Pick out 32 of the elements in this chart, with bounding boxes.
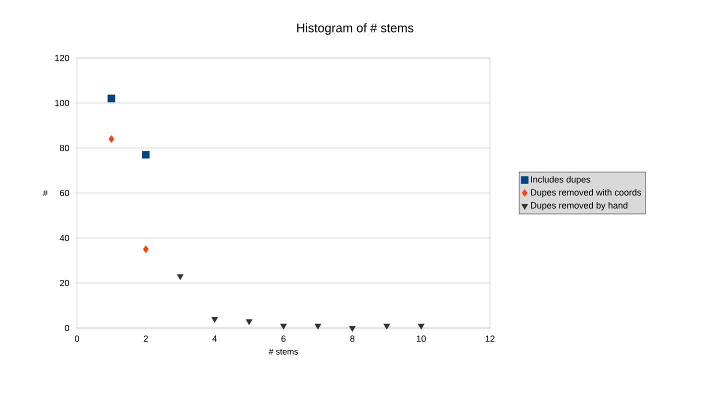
- point: [176, 274, 184, 280]
- point: [142, 245, 149, 254]
- legend-label: Dupes removed with coords: [531, 189, 642, 198]
- x-tick-label: 12: [486, 336, 495, 342]
- y-tick-label: 0: [64, 324, 70, 332]
- point: [211, 317, 218, 323]
- x-tick-label: 0: [74, 336, 80, 342]
- point: [246, 319, 252, 326]
- point: [108, 135, 114, 143]
- x-tick-label: 6: [281, 336, 286, 342]
- x-axis-title: # stems: [268, 348, 298, 355]
- point: [280, 324, 287, 330]
- y-tick-label: 120: [55, 54, 70, 62]
- point: [349, 326, 356, 332]
- y-tick-label: 80: [60, 144, 70, 152]
- point: [383, 324, 390, 330]
- x-tick-label: 8: [350, 336, 354, 342]
- y-axis-title: #: [43, 190, 48, 196]
- point: [418, 324, 424, 330]
- chart-title: Histogram of # stems: [297, 23, 414, 35]
- y-tick-label: 100: [55, 100, 70, 106]
- legend-label: Dupes removed by hand: [531, 202, 628, 210]
- point: [314, 324, 322, 330]
- y-tick-label: 40: [60, 234, 70, 242]
- legend-label: Includes dupes: [531, 176, 590, 184]
- point: [142, 150, 150, 159]
- x-tick-label: 10: [416, 336, 426, 342]
- y-tick-label: 20: [60, 280, 70, 286]
- x-tick-label: 2: [144, 336, 148, 342]
- y-tick-label: 60: [60, 190, 70, 196]
- point: [108, 94, 116, 102]
- x-tick-label: 4: [212, 336, 217, 342]
